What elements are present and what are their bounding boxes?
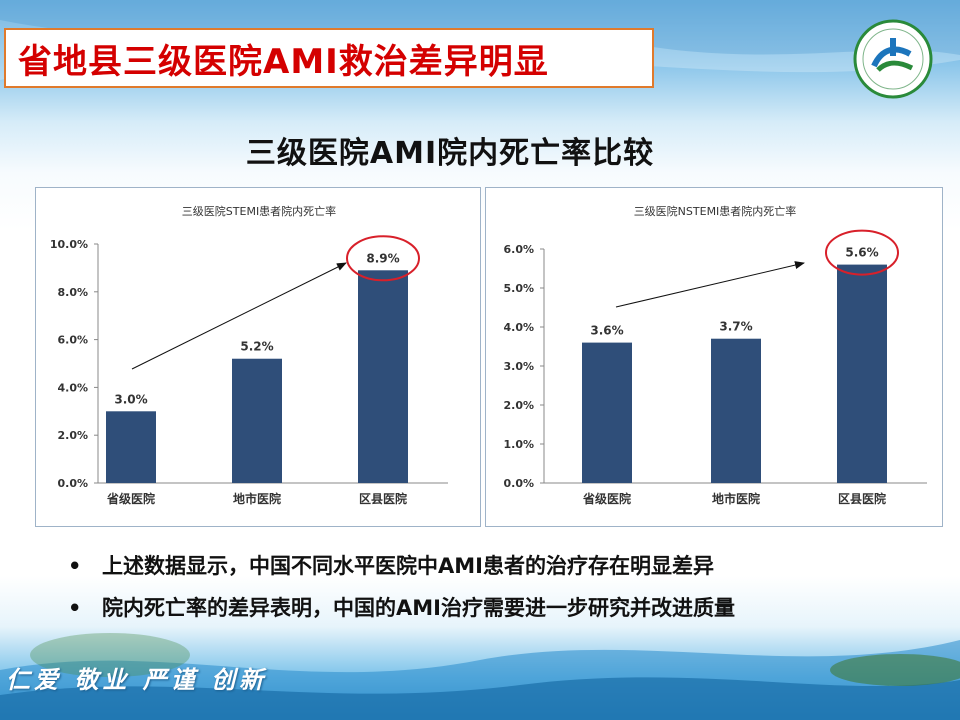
bar-value-label: 5.6% xyxy=(845,246,878,260)
trend-arrow xyxy=(131,262,347,370)
x-tick-label: 区县医院 xyxy=(838,491,886,506)
y-tick-label: 10.0% xyxy=(50,238,88,251)
y-tick-label: 2.0% xyxy=(57,429,88,442)
bullet-list: • 上述数据显示，中国不同水平医院中AMI患者的治疗存在明显差异 • 院内死亡率… xyxy=(62,552,922,636)
y-tick-label: 0.0% xyxy=(57,477,88,490)
y-tick-label: 1.0% xyxy=(503,438,534,451)
bullet-text: 院内死亡率的差异表明，中国的AMI治疗需要进一步研究并改进质量 xyxy=(102,596,735,620)
y-tick-label: 6.0% xyxy=(503,243,534,256)
bar xyxy=(232,358,282,483)
y-tick-label: 3.0% xyxy=(503,360,534,373)
bullet-dot: • xyxy=(68,596,82,620)
chart-title: 三级医院NSTEMI患者院内死亡率 xyxy=(634,204,797,218)
bar-value-label: 3.6% xyxy=(590,324,623,338)
bar-value-label: 3.0% xyxy=(114,392,147,406)
y-tick-label: 6.0% xyxy=(57,334,88,347)
bullet-item: • 院内死亡率的差异表明，中国的AMI治疗需要进一步研究并改进质量 xyxy=(62,594,922,622)
x-tick-label: 省级医院 xyxy=(582,491,631,506)
slide-title: 省地县三级医院AMI救治差异明显 xyxy=(18,41,549,82)
hospital-logo-icon xyxy=(853,19,933,99)
stemi-chart: 三级医院STEMI患者院内死亡率 0.0% 2.0% 4.0% 6.0% 8.0% 10.0… xyxy=(50,204,448,506)
y-tick-label: 4.0% xyxy=(57,381,88,394)
trend-arrow xyxy=(615,261,805,308)
y-tick-label: 8.0% xyxy=(57,286,88,299)
slide-subtitle: 三级医院AMI院内死亡率比较 xyxy=(245,136,655,171)
x-tick-label: 省级医院 xyxy=(106,491,155,506)
bullet-dot: • xyxy=(68,554,82,578)
bar xyxy=(711,338,761,483)
bar xyxy=(582,342,632,483)
y-tick-label: 4.0% xyxy=(503,321,534,334)
y-tick-label: 5.0% xyxy=(503,282,534,295)
slide-title-box: 省地县三级医院AMI救治差异明显 xyxy=(4,28,654,88)
highlight-circle xyxy=(346,235,420,282)
stemi-chart-panel: 三级医院STEMI患者院内死亡率 0.0% 2.0% 4.0% 6.0% 8.0% 10.0… xyxy=(35,187,481,527)
bar xyxy=(837,264,887,483)
nstemi-chart-panel: 三级医院NSTEMI患者院内死亡率 0.0% 1.0% 2.0% 3.0% 4.0% 5.0… xyxy=(485,187,943,527)
highlight-circle xyxy=(825,229,899,276)
bullet-text: 上述数据显示，中国不同水平医院中AMI患者的治疗存在明显差异 xyxy=(102,554,714,578)
x-tick-label: 地市医院 xyxy=(233,491,281,506)
bar-value-label: 3.7% xyxy=(719,320,752,334)
x-tick-label: 区县医院 xyxy=(359,491,407,506)
bullet-item: • 上述数据显示，中国不同水平医院中AMI患者的治疗存在明显差异 xyxy=(62,552,922,580)
nstemi-chart: 三级医院NSTEMI患者院内死亡率 0.0% 1.0% 2.0% 3.0% 4.0% 5.0… xyxy=(503,204,927,506)
y-tick-label: 0.0% xyxy=(503,477,534,490)
bar-value-label: 8.9% xyxy=(366,251,399,265)
x-tick-label: 地市医院 xyxy=(712,491,760,506)
y-tick-label: 2.0% xyxy=(503,399,534,412)
bar xyxy=(358,270,408,483)
chart-title: 三级医院STEMI患者院内死亡率 xyxy=(182,204,336,218)
bar xyxy=(106,411,156,483)
motto-text: 仁爱 敬业 严谨 创新 xyxy=(6,665,268,694)
bar-value-label: 5.2% xyxy=(240,340,273,354)
